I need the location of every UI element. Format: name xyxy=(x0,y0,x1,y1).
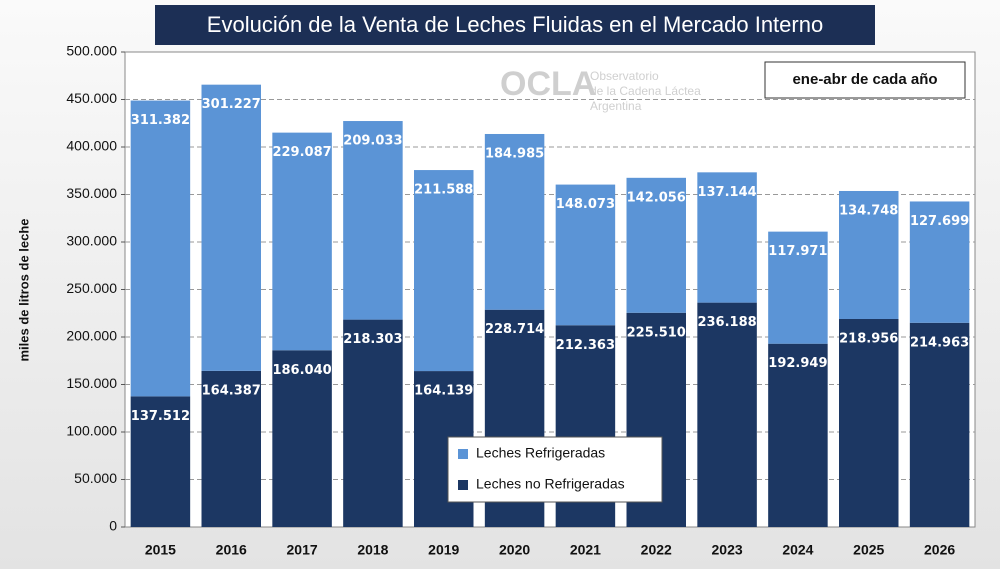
bar-segment xyxy=(343,121,403,320)
x-tick-label: 2024 xyxy=(782,542,813,558)
bar-segment xyxy=(343,319,403,527)
bar-segment xyxy=(201,84,261,371)
value-label: 142.056 xyxy=(627,190,686,205)
bar-segment xyxy=(839,318,899,527)
value-label: 137.144 xyxy=(697,185,756,200)
value-label: 228.714 xyxy=(485,322,544,337)
value-label: 301.227 xyxy=(202,97,261,112)
value-label: 214.963 xyxy=(910,335,969,350)
bar-segment xyxy=(484,133,545,310)
value-label: 164.387 xyxy=(202,383,261,398)
value-label: 211.588 xyxy=(414,183,473,198)
bar-segment xyxy=(909,201,970,323)
x-tick-label: 2018 xyxy=(357,542,388,558)
chart-title: Evolución de la Venta de Leches Fluidas … xyxy=(207,12,823,37)
value-label: 184.985 xyxy=(485,146,544,161)
watermark-line: Argentina xyxy=(590,99,642,113)
x-tick-label: 2026 xyxy=(924,542,955,558)
legend-swatch xyxy=(458,449,468,459)
y-tick-label: 400.000 xyxy=(66,138,117,154)
value-label: 127.699 xyxy=(910,214,969,229)
bar-segment xyxy=(272,132,332,351)
bar-segment xyxy=(130,100,191,397)
y-tick-label: 450.000 xyxy=(66,90,117,106)
bar-segment xyxy=(414,170,474,372)
value-label: 192.949 xyxy=(768,356,827,371)
y-tick-label: 300.000 xyxy=(66,233,117,249)
y-tick-label: 250.000 xyxy=(66,280,117,296)
watermark-line: de la Cadena Láctea xyxy=(590,84,701,98)
bar-segment xyxy=(626,177,686,313)
annotation-box xyxy=(764,61,966,99)
y-tick-label: 350.000 xyxy=(66,185,117,201)
x-tick-label: 2020 xyxy=(499,542,530,558)
value-label: 229.087 xyxy=(272,145,331,160)
legend-box xyxy=(447,436,663,503)
value-label: 225.510 xyxy=(627,325,686,340)
value-label: 311.382 xyxy=(131,113,190,128)
value-label: 209.033 xyxy=(343,134,402,149)
bar-segment xyxy=(768,231,828,344)
legend-label: Leches no Refrigeradas xyxy=(476,476,625,492)
annotation: ene-abr de cada año xyxy=(792,71,937,88)
value-label: 137.512 xyxy=(131,409,190,424)
x-tick-label: 2021 xyxy=(570,542,601,558)
value-label: 134.748 xyxy=(839,203,898,218)
value-label: 212.363 xyxy=(556,338,615,353)
x-tick-label: 2022 xyxy=(641,542,672,558)
watermark-line: Observatorio xyxy=(590,69,659,83)
value-label: 218.303 xyxy=(343,332,402,347)
y-tick-label: 100.000 xyxy=(66,423,117,439)
x-tick-label: 2015 xyxy=(145,542,176,558)
bar-segment xyxy=(130,396,191,527)
value-label: 236.188 xyxy=(697,315,756,330)
y-tick-label: 150.000 xyxy=(66,375,117,391)
bar-segment xyxy=(272,350,332,527)
bar-segment xyxy=(555,184,616,326)
watermark-name: OCLA xyxy=(500,65,596,103)
bar-segment xyxy=(697,302,757,527)
bar-segment xyxy=(839,190,899,319)
x-tick-label: 2023 xyxy=(712,542,743,558)
bar-segment xyxy=(909,322,970,527)
y-tick-label: 200.000 xyxy=(66,328,117,344)
value-label: 148.073 xyxy=(556,197,615,212)
title-box xyxy=(155,5,875,45)
bar-segment xyxy=(201,370,261,527)
y-tick-label: 50.000 xyxy=(74,470,117,486)
value-label: 186.040 xyxy=(272,363,331,378)
bar-segment xyxy=(697,172,757,303)
watermark: OCLA Observatorio de la Cadena Láctea Ar… xyxy=(500,65,701,113)
bar-segment xyxy=(768,343,828,527)
x-tick-label: 2025 xyxy=(853,542,884,558)
value-label: 218.956 xyxy=(839,331,898,346)
value-label: 117.971 xyxy=(768,244,827,259)
legend-label: Leches Refrigeradas xyxy=(476,445,605,461)
x-tick-label: 2017 xyxy=(287,542,318,558)
y-tick-label: 500.000 xyxy=(66,43,117,59)
x-tick-label: 2016 xyxy=(216,542,247,558)
legend-swatch xyxy=(458,480,468,490)
y-tick-label: 0 xyxy=(109,518,117,534)
y-axis-label: miles de litros de leche xyxy=(16,218,31,361)
value-label: 164.139 xyxy=(414,384,473,399)
x-tick-label: 2019 xyxy=(428,542,459,558)
